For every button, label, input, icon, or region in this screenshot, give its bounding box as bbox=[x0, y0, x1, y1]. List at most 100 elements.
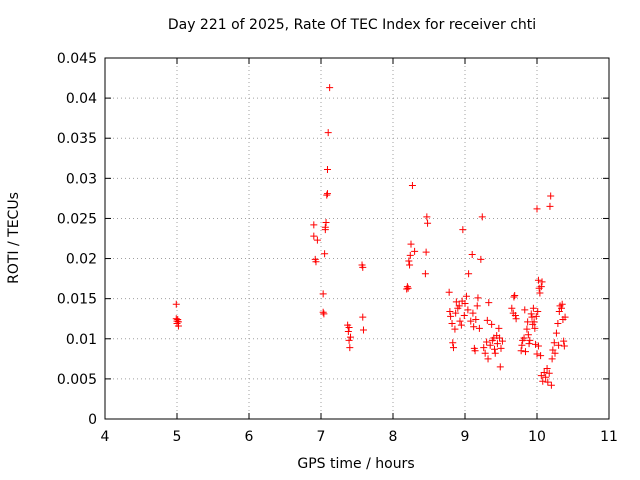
data-point bbox=[313, 236, 321, 244]
data-point bbox=[532, 312, 540, 320]
data-point bbox=[474, 294, 482, 302]
data-point bbox=[528, 313, 536, 321]
data-point bbox=[345, 324, 353, 332]
x-axis-label: GPS time / hours bbox=[297, 456, 415, 472]
x-tick-label: 4 bbox=[101, 429, 110, 445]
data-point bbox=[495, 324, 503, 332]
x-tick-label: 5 bbox=[173, 429, 182, 445]
data-point bbox=[532, 340, 540, 348]
data-point bbox=[467, 317, 475, 325]
data-point bbox=[542, 373, 550, 381]
data-point bbox=[537, 283, 545, 291]
data-point bbox=[498, 337, 506, 345]
data-point bbox=[461, 299, 469, 307]
data-point bbox=[446, 308, 454, 316]
data-point bbox=[323, 190, 331, 198]
x-tick-label: 10 bbox=[528, 429, 546, 445]
data-point bbox=[527, 310, 535, 318]
data-point bbox=[531, 324, 539, 332]
data-point bbox=[524, 331, 532, 339]
data-point bbox=[455, 302, 463, 310]
data-point bbox=[533, 205, 541, 213]
data-points bbox=[172, 84, 569, 389]
data-point bbox=[555, 341, 563, 349]
data-point bbox=[496, 363, 504, 371]
data-point bbox=[560, 337, 568, 345]
data-point bbox=[460, 312, 468, 320]
data-point bbox=[310, 232, 318, 240]
data-point bbox=[537, 372, 545, 380]
data-point bbox=[174, 318, 182, 326]
data-point bbox=[319, 290, 327, 298]
data-point bbox=[465, 270, 473, 278]
y-tick-label: 0 bbox=[88, 412, 97, 428]
data-point bbox=[512, 315, 520, 323]
data-point bbox=[484, 355, 492, 363]
x-tick-label: 9 bbox=[461, 429, 470, 445]
y-tick-labels: 0 0.005 0.01 0.015 0.02 0.025 0.03 0.035 0.04 0.0… bbox=[57, 51, 97, 428]
data-point bbox=[359, 313, 367, 321]
data-point bbox=[521, 348, 529, 356]
data-point bbox=[545, 369, 553, 377]
x-tick-label: 7 bbox=[317, 429, 326, 445]
data-point bbox=[554, 320, 562, 328]
data-point bbox=[347, 333, 355, 341]
data-point bbox=[546, 202, 554, 210]
data-point bbox=[547, 192, 555, 200]
data-point bbox=[468, 251, 476, 259]
chart-title: Day 221 of 2025, Rate Of TEC Index for r… bbox=[167, 17, 537, 33]
data-point bbox=[493, 340, 501, 348]
data-point bbox=[344, 328, 352, 336]
data-point bbox=[324, 129, 332, 137]
data-point bbox=[518, 341, 526, 349]
data-point bbox=[422, 248, 430, 256]
data-point bbox=[323, 166, 331, 174]
data-point bbox=[508, 304, 516, 312]
data-point bbox=[359, 326, 367, 334]
data-point bbox=[478, 213, 486, 221]
data-point bbox=[406, 251, 414, 259]
data-point bbox=[537, 352, 545, 360]
data-point bbox=[449, 344, 457, 352]
y-tick-label: 0.03 bbox=[66, 171, 97, 187]
data-point bbox=[510, 293, 518, 301]
data-point bbox=[477, 255, 485, 263]
data-point bbox=[323, 191, 331, 199]
data-point bbox=[548, 355, 556, 363]
data-point bbox=[525, 340, 533, 348]
data-point bbox=[536, 289, 544, 297]
data-point bbox=[464, 306, 472, 314]
y-axis-label: ROTI / TECUs bbox=[6, 192, 22, 284]
data-point bbox=[452, 298, 460, 306]
data-point bbox=[557, 304, 565, 312]
data-point bbox=[321, 250, 329, 258]
data-point bbox=[552, 329, 560, 337]
data-point bbox=[445, 288, 453, 296]
y-tick-label: 0.045 bbox=[57, 51, 97, 67]
data-point bbox=[473, 302, 481, 310]
data-point bbox=[449, 339, 457, 347]
data-point bbox=[448, 320, 456, 328]
data-point bbox=[520, 334, 528, 342]
data-point bbox=[319, 308, 327, 316]
data-point bbox=[534, 342, 542, 350]
data-point bbox=[408, 182, 416, 190]
data-point bbox=[459, 226, 467, 234]
data-point bbox=[469, 309, 477, 317]
data-point bbox=[172, 300, 180, 308]
data-point bbox=[452, 309, 460, 317]
data-point bbox=[534, 308, 542, 316]
x-tick-label: 6 bbox=[245, 429, 254, 445]
x-tick-labels: 4 5 6 7 8 9 10 11 bbox=[101, 429, 618, 445]
data-point bbox=[421, 270, 429, 278]
y-tick-label: 0.005 bbox=[57, 372, 97, 388]
x-tick-label: 8 bbox=[389, 429, 398, 445]
data-point bbox=[322, 218, 330, 226]
data-point bbox=[524, 318, 532, 326]
data-point bbox=[326, 84, 334, 92]
data-point bbox=[424, 219, 432, 227]
data-point bbox=[406, 261, 414, 269]
data-point bbox=[411, 247, 419, 255]
data-point bbox=[521, 306, 529, 314]
